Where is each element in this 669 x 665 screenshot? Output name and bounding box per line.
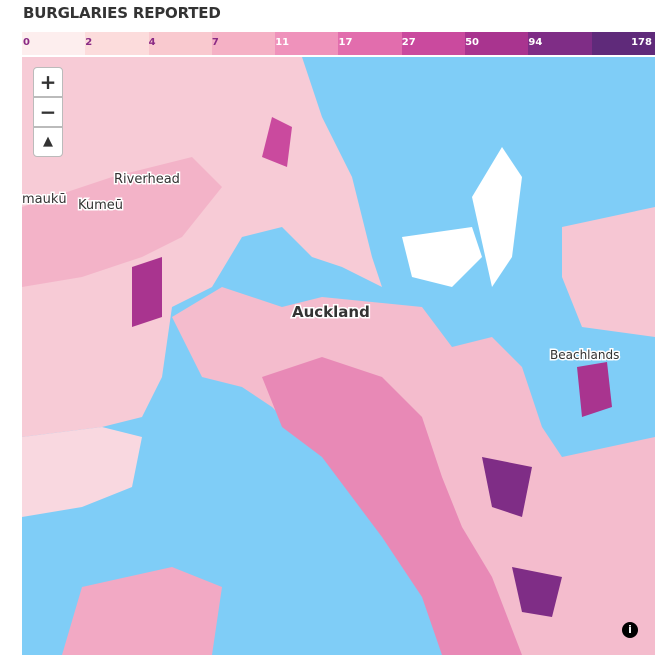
legend-swatch: 94 [528, 32, 592, 55]
legend-label: 0 [23, 37, 30, 48]
info-button[interactable]: i [622, 622, 638, 638]
legend-label: 94 [528, 37, 543, 48]
place-label: maukū [22, 192, 67, 207]
legend-label: 17 [338, 37, 353, 48]
legend-label: 2 [85, 37, 93, 48]
legend: 0 2 4 7 11 17 27 50 94 178 [22, 32, 655, 55]
map: Riverhead maukū Kumeū Auckland Beachlands [22, 57, 655, 655]
legend-label: 11 [275, 37, 290, 48]
place-label: Riverhead [114, 172, 180, 187]
legend-swatch: 27 [401, 32, 466, 55]
title: BURGLARIES REPORTED [23, 4, 221, 22]
legend-swatch: 2 [85, 32, 149, 55]
zoom-in[interactable]: + [33, 67, 63, 97]
legend-label: 50 [465, 37, 479, 48]
legend-label: 4 [148, 37, 156, 48]
place-label: Beachlands [550, 348, 619, 362]
land [22, 57, 655, 655]
legend-swatch: 7 [211, 32, 276, 55]
zoom-out[interactable]: − [33, 97, 63, 127]
compass[interactable]: ▲ [33, 127, 63, 157]
legend-label: 27 [401, 37, 416, 48]
legend-swatch: 178 [591, 32, 655, 55]
legend-swatch: 50 [465, 32, 529, 55]
place-label: Kumeū [78, 198, 123, 213]
legend-swatch: 4 [148, 32, 212, 55]
legend-swatch: 0 [22, 32, 86, 55]
legend-label: 7 [211, 37, 219, 48]
legend-swatch: 17 [338, 32, 402, 55]
place-label: Auckland [292, 303, 370, 321]
legend-swatch: 11 [275, 32, 339, 55]
legend-label: 178 [631, 37, 652, 48]
